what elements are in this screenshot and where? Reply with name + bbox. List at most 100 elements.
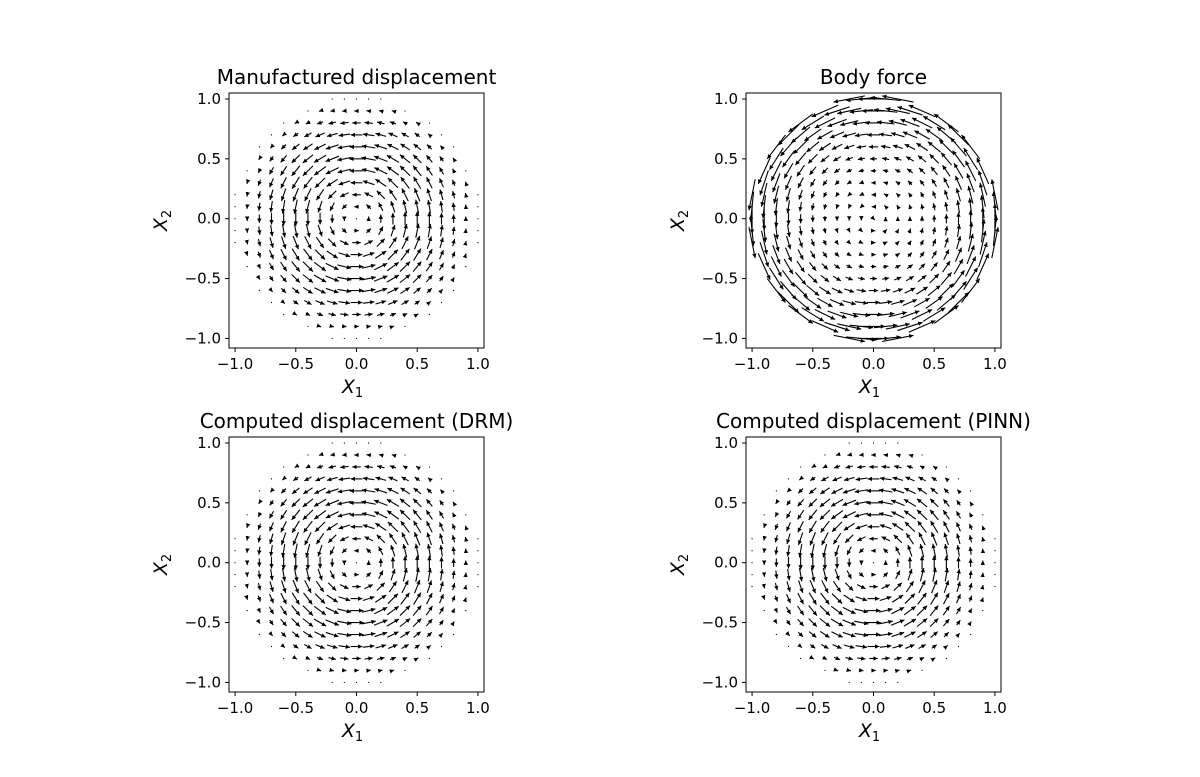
quiver-arrow [361, 500, 376, 505]
quiver-arrow [451, 238, 456, 247]
quiver-arrow [426, 488, 433, 494]
quiver-arrow [390, 200, 396, 213]
quiver-arrow [270, 645, 273, 648]
quiver-arrow [900, 118, 920, 127]
quiver-arrow [305, 464, 311, 469]
x-tick-label: 1.0 [983, 699, 1007, 717]
quiver-arrow [399, 261, 411, 272]
quiver-arrow [280, 154, 288, 163]
quiver-arrow [439, 237, 444, 249]
quiver-arrow [426, 580, 433, 594]
quiver-arrow [414, 132, 421, 138]
quiver-arrow [413, 657, 419, 662]
quiver-arrow [917, 631, 928, 639]
quiver-arrow [891, 522, 904, 531]
quiver-arrow [908, 192, 913, 198]
quiver-arrow [970, 490, 972, 492]
quiver-arrow [821, 263, 829, 270]
quiver-arrow [362, 476, 375, 481]
quiver-arrow [302, 631, 313, 639]
quiver-arrow [831, 287, 843, 294]
quiver-arrow [337, 608, 352, 614]
quiver-arrow [399, 274, 411, 284]
x-tick-label: 1.0 [466, 699, 490, 717]
quiver-arrow [906, 669, 912, 674]
quiver-arrow [919, 227, 924, 234]
quiver-arrow [798, 543, 803, 558]
quiver-arrow [291, 274, 301, 283]
quiver-arrow [258, 633, 260, 636]
quiver-arrow [281, 475, 288, 481]
quiver-arrow [246, 179, 251, 185]
quiver-arrow [908, 104, 936, 118]
quiver-arrow [413, 631, 422, 638]
quiver-arrow [291, 248, 300, 261]
quiver-arrow [747, 179, 756, 211]
quiver-arrow [325, 155, 340, 163]
quiver-arrow [902, 131, 918, 139]
quiver-arrow [439, 593, 444, 604]
quiver-arrow [786, 522, 791, 532]
quiver-arrow [291, 631, 300, 638]
quiver-arrow [464, 525, 469, 531]
quiver-arrow [280, 509, 288, 520]
quiver-arrow [269, 200, 274, 213]
quiver-arrow [307, 669, 309, 672]
quiver-arrow [979, 195, 985, 219]
quiver-arrow [943, 532, 949, 546]
quiver-arrow [785, 510, 792, 519]
quiver-arrow [881, 464, 890, 470]
quiver-arrow [326, 594, 339, 603]
quiver-arrow [412, 605, 422, 617]
quiver-arrow [378, 226, 384, 236]
quiver-arrow [920, 203, 925, 210]
quiver-arrow [943, 249, 950, 261]
quiver-arrow [953, 162, 964, 179]
quiver-arrow [891, 594, 904, 603]
quiver-arrow [878, 500, 893, 505]
quiver-arrow [885, 322, 910, 330]
quiver-arrow [426, 543, 432, 558]
quiver-arrow [378, 453, 384, 458]
quiver-arrow [425, 498, 433, 507]
quiver-arrow [832, 644, 842, 649]
quiver-arrow [413, 313, 419, 318]
quiver-arrow [258, 155, 263, 161]
quiver-arrow [956, 593, 961, 604]
quiver-arrow [977, 170, 988, 196]
quiver-arrow [438, 632, 444, 638]
quiver-arrow [956, 544, 961, 557]
quiver-arrow [808, 520, 817, 534]
quiver-arrow [325, 631, 339, 638]
quiver-arrow [830, 510, 844, 520]
quiver-arrow [944, 189, 949, 200]
quiver-arrow [269, 237, 274, 249]
quiver-arrow [318, 451, 324, 457]
y-tick-label: 0.0 [197, 554, 221, 572]
quiver-arrow [965, 160, 977, 182]
quiver-arrow [377, 668, 383, 674]
quiver-arrow [426, 287, 433, 294]
quiver-arrow [269, 533, 274, 545]
quiver-arrow [822, 464, 828, 469]
quiver-arrow [917, 487, 928, 495]
quiver-arrow [399, 605, 411, 616]
quiver-arrow [325, 262, 339, 271]
quiver-arrow [292, 579, 299, 594]
quiver-arrow [916, 618, 928, 628]
quiver-arrow [258, 499, 263, 505]
quiver-arrow [831, 593, 843, 604]
quiver-arrow [930, 631, 939, 638]
quiver-arrow [760, 182, 768, 207]
quiver-arrow [465, 170, 467, 172]
quiver-arrow [835, 191, 841, 198]
quiver-arrow [932, 203, 937, 211]
quiver-arrow [355, 218, 358, 220]
quiver-arrow [888, 119, 907, 126]
quiver-arrow [814, 117, 836, 129]
quiver-arrow [399, 618, 411, 628]
quiver-arrow [882, 276, 890, 281]
quiver-arrow [337, 489, 352, 494]
x-tick-label: 0.5 [405, 699, 429, 717]
quiver-arrow [967, 621, 972, 627]
